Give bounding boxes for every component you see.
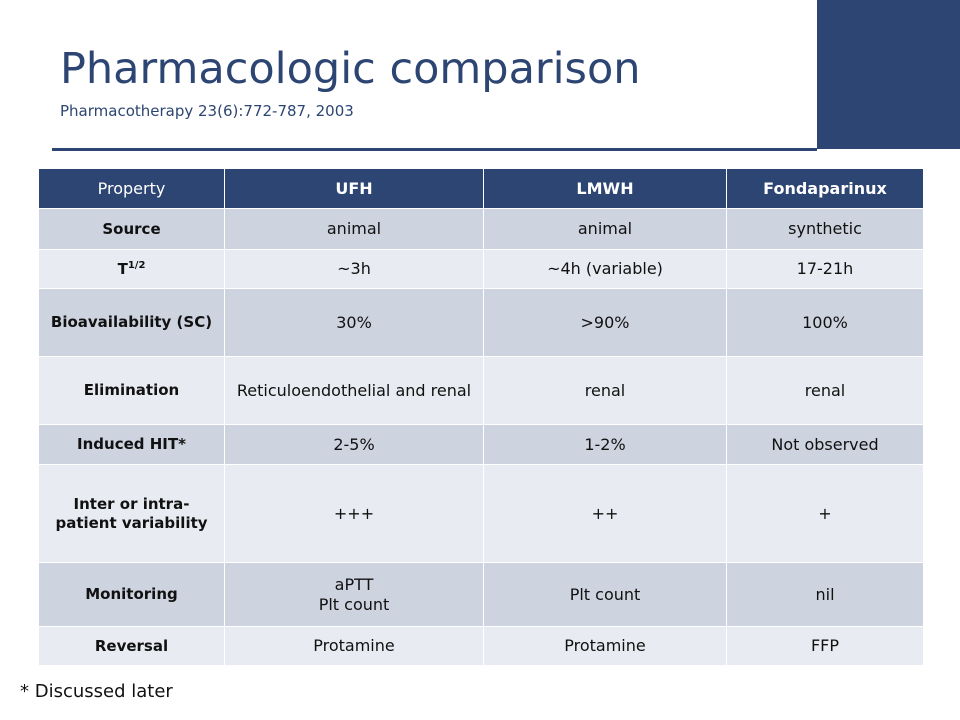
cell-lmwh: 1-2% [483,424,727,465]
row-label: Reversal [38,626,225,666]
cell-ufh: Reticuloendothelial and renal [224,356,484,425]
row-label: Source [38,208,225,250]
row-label: Monitoring [38,562,225,627]
cell-fondaparinux: FFP [726,626,924,666]
row-label: T1/2 [38,249,225,289]
table-row-bioavailability: Bioavailability (SC) 30% >90% 100% [38,288,924,357]
title-divider [52,148,817,151]
cell-fondaparinux: + [726,464,924,563]
footnote: * Discussed later [20,681,173,702]
table-row-reversal: Reversal Protamine Protamine FFP [38,626,924,666]
cell-fondaparinux: renal [726,356,924,425]
row-label: Bioavailability (SC) [38,288,225,357]
table-row-source: Source animal animal synthetic [38,208,924,250]
slide-citation: Pharmacotherapy 23(6):772-787, 2003 [60,102,354,120]
cell-lmwh: animal [483,208,727,250]
slide-title: Pharmacologic comparison [60,44,641,94]
cell-lmwh: Protamine [483,626,727,666]
comparison-table: Property UFH LMWH Fondaparinux Source an… [38,168,924,666]
cell-ufh: 30% [224,288,484,357]
cell-fondaparinux: synthetic [726,208,924,250]
cell-lmwh: renal [483,356,727,425]
cell-fondaparinux: Not observed [726,424,924,465]
table-row-induced-hit: Induced HIT* 2-5% 1-2% Not observed [38,424,924,465]
header-property: Property [38,168,225,209]
cell-ufh: 2-5% [224,424,484,465]
cell-ufh: aPTT Plt count [224,562,484,627]
row-label-superscript: 1/2 [127,259,146,271]
row-label-text: T [117,259,128,278]
header-fondaparinux: Fondaparinux [726,168,924,209]
cell-ufh: animal [224,208,484,250]
corner-accent-block [817,0,960,149]
header-ufh: UFH [224,168,484,209]
cell-lmwh: ~4h (variable) [483,249,727,289]
table-row-elimination: Elimination Reticuloendothelial and rena… [38,356,924,425]
cell-fondaparinux: 17-21h [726,249,924,289]
cell-lmwh: ++ [483,464,727,563]
table-row-variability: Inter or intra-patient variability +++ +… [38,464,924,563]
header-lmwh: LMWH [483,168,727,209]
row-label: Induced HIT* [38,424,225,465]
cell-lmwh: >90% [483,288,727,357]
cell-fondaparinux: 100% [726,288,924,357]
row-label: Inter or intra-patient variability [38,464,225,563]
table-header-row: Property UFH LMWH Fondaparinux [38,168,924,209]
cell-lmwh: Plt count [483,562,727,627]
table-row-half-life: T1/2 ~3h ~4h (variable) 17-21h [38,249,924,289]
cell-ufh: ~3h [224,249,484,289]
cell-ufh: +++ [224,464,484,563]
cell-ufh: Protamine [224,626,484,666]
cell-fondaparinux: nil [726,562,924,627]
row-label: Elimination [38,356,225,425]
table-row-monitoring: Monitoring aPTT Plt count Plt count nil [38,562,924,627]
